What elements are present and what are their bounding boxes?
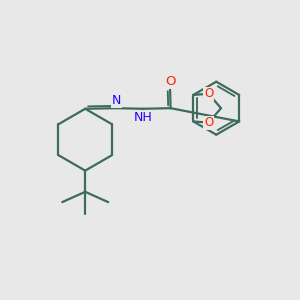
Text: NH: NH <box>134 111 153 124</box>
Text: O: O <box>204 116 213 129</box>
Text: O: O <box>165 75 175 88</box>
Text: N: N <box>112 94 122 107</box>
Text: O: O <box>204 87 213 100</box>
